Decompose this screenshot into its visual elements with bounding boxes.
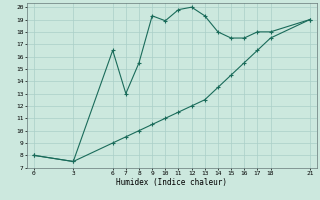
X-axis label: Humidex (Indice chaleur): Humidex (Indice chaleur) [116,178,228,187]
